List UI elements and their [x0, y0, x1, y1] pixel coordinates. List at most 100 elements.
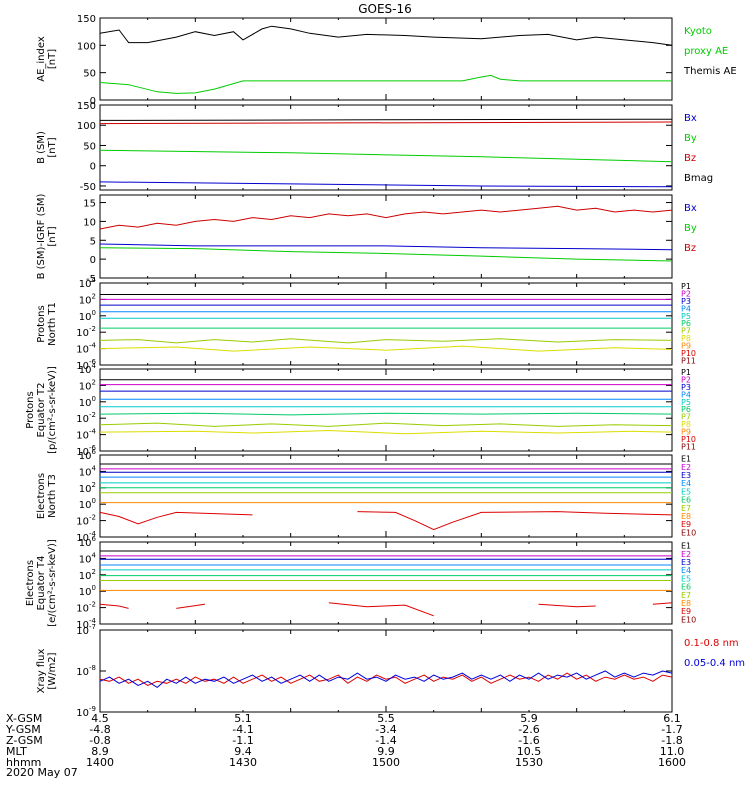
panel-frame [99, 282, 673, 366]
legend-label: E6 [681, 583, 691, 592]
y-axis-label: Xray flux [36, 649, 47, 694]
y-tick-label: 106 [79, 448, 97, 462]
legend-label: P11 [681, 357, 696, 366]
y-tick-label: 0 [90, 96, 96, 107]
legend-label: 0.1-0.8 nm [684, 638, 739, 649]
y-tick-label: 10-8 [76, 664, 96, 678]
legend-label: P8 [681, 334, 691, 343]
y-tick-label: 102 [79, 481, 96, 495]
y-tick-label: 10-2 [76, 601, 96, 615]
legend-label: 0.05-0.4 nm [684, 658, 745, 669]
legend-label: Bz [684, 243, 696, 254]
y-tick-label: 10-7 [76, 623, 96, 637]
legend-label: E7 [681, 504, 691, 513]
ephemeris-value: -1.1 [232, 734, 253, 747]
legend-label: By [684, 133, 697, 144]
series-e11 [328, 602, 434, 617]
legend-label: P2 [681, 375, 691, 384]
legend-label: E10 [681, 528, 696, 537]
legend-label: E7 [681, 591, 691, 600]
series-bx [99, 243, 673, 251]
legend-label: E2 [681, 550, 691, 559]
y-axis-label: Equator T4 [36, 556, 47, 611]
legend-label: P4 [681, 304, 691, 313]
ephemeris-value: 5.5 [377, 712, 395, 725]
y-tick-label: 150 [77, 14, 96, 25]
legend-label: E9 [681, 607, 691, 616]
legend-label: Bz [684, 153, 696, 164]
legend-label: P7 [681, 413, 691, 422]
panel-frame [99, 194, 673, 279]
legend-label: P9 [681, 342, 691, 351]
y-tick-label: 0 [90, 255, 96, 266]
series-0-05-0-4-nm [99, 670, 673, 689]
ephemeris-value: -3.4 [375, 723, 396, 736]
y-tick-label: 150 [77, 101, 96, 112]
ephemeris-value: -1.7 [661, 723, 682, 736]
legend-label: By [684, 223, 697, 234]
legend-label: P5 [681, 398, 691, 407]
series-p8 [99, 345, 673, 352]
y-axis-label: [W/m2] [47, 652, 58, 689]
y-axis-label: [e/(cm²-s-sr-keV)] [47, 539, 58, 627]
ephemeris-value: 9.9 [377, 745, 395, 758]
legend-label: Themis AE [683, 66, 737, 77]
legend-label: E1 [681, 455, 691, 464]
legend-label: P9 [681, 428, 691, 437]
y-tick-label: 104 [79, 362, 97, 376]
y-tick-label: 0 [90, 162, 96, 173]
y-tick-label: 102 [79, 292, 96, 306]
ephemeris-value: -1.8 [661, 734, 682, 747]
series-p7 [99, 338, 673, 344]
y-tick-label: 100 [79, 584, 96, 598]
legend-label: Bx [684, 113, 697, 124]
legend-label: E1 [681, 542, 691, 551]
ephemeris-value: 1500 [372, 756, 400, 769]
legend-label: E10 [681, 615, 696, 624]
y-axis-label: [nT] [47, 137, 58, 157]
legend-label: E4 [681, 479, 691, 488]
legend-label: E8 [681, 512, 691, 521]
legend-label: P1 [681, 282, 691, 291]
y-tick-label: 102 [79, 378, 96, 392]
ephemeris-row-label: Z-GSM [6, 734, 43, 747]
series-by [99, 247, 673, 262]
y-tick-label: 102 [79, 568, 96, 582]
series-e13 [652, 602, 673, 605]
y-tick-label: 104 [79, 276, 97, 290]
y-tick-label: 106 [79, 535, 97, 549]
legend-label: E9 [681, 520, 691, 529]
y-tick-label: 50 [83, 141, 96, 152]
y-tick-label: 5 [90, 236, 96, 247]
plot-title: GOES-16 [358, 2, 412, 16]
legend-label: E3 [681, 471, 691, 480]
y-axis-label: [p/(cm²-s-sr-keV)] [47, 366, 58, 454]
y-axis-label: North T1 [47, 302, 58, 346]
panel-ae: 0 50 100 150 AE_index [nT] Kyoto proxy AE Themis… [36, 14, 737, 107]
legend-label: Kyoto [684, 26, 712, 37]
series-bx [99, 181, 673, 188]
y-axis-label: Electrons [25, 560, 36, 606]
legend-label: P6 [681, 319, 691, 328]
series-bz [99, 205, 673, 230]
legend-label: E6 [681, 496, 691, 505]
series-e9 [99, 603, 129, 609]
series-themis-ae [99, 74, 672, 94]
legend-label: E2 [681, 463, 691, 472]
series-kyoto-proxy-ae [99, 25, 673, 46]
series-p8 [99, 429, 673, 435]
y-tick-label: 10-2 [76, 325, 96, 339]
y-axis-label: Protons [36, 305, 47, 342]
y-axis-label: Protons [25, 391, 36, 428]
legend-label: P11 [681, 443, 696, 452]
ephemeris-value: 1400 [86, 756, 114, 769]
y-tick-label: 10 [83, 217, 96, 228]
y-tick-label: 10-4 [76, 428, 96, 442]
y-tick-label: 104 [79, 551, 97, 565]
y-axis-label: Electrons [36, 473, 47, 519]
ephemeris-value: -4.1 [232, 723, 253, 736]
ephemeris-row-label: MLT [6, 745, 27, 758]
ephemeris-row-label: X-GSM [6, 712, 42, 725]
